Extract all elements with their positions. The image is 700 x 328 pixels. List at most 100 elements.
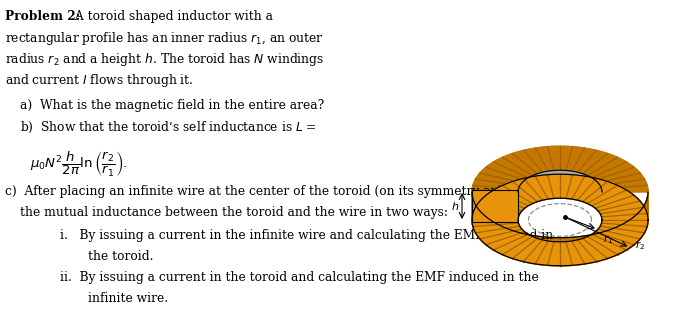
Polygon shape bbox=[494, 234, 528, 251]
Polygon shape bbox=[625, 222, 626, 251]
Polygon shape bbox=[503, 237, 533, 256]
Polygon shape bbox=[479, 202, 522, 212]
Polygon shape bbox=[593, 233, 630, 248]
Polygon shape bbox=[633, 217, 634, 246]
Polygon shape bbox=[550, 237, 551, 266]
Polygon shape bbox=[562, 242, 565, 266]
Polygon shape bbox=[607, 230, 608, 259]
Polygon shape bbox=[601, 225, 645, 232]
Polygon shape bbox=[564, 174, 570, 198]
Polygon shape bbox=[489, 233, 526, 248]
Polygon shape bbox=[505, 237, 535, 256]
Polygon shape bbox=[554, 238, 555, 266]
Polygon shape bbox=[579, 179, 601, 201]
Polygon shape bbox=[472, 220, 518, 221]
Polygon shape bbox=[527, 149, 545, 172]
Polygon shape bbox=[588, 158, 620, 176]
Polygon shape bbox=[589, 235, 591, 263]
Polygon shape bbox=[597, 171, 639, 182]
Polygon shape bbox=[552, 242, 556, 266]
Polygon shape bbox=[511, 230, 512, 258]
Polygon shape bbox=[565, 147, 572, 170]
Polygon shape bbox=[602, 221, 648, 222]
Polygon shape bbox=[478, 203, 521, 212]
Polygon shape bbox=[581, 180, 605, 201]
Polygon shape bbox=[601, 182, 646, 188]
Polygon shape bbox=[587, 185, 618, 204]
Polygon shape bbox=[600, 207, 645, 214]
Polygon shape bbox=[475, 225, 519, 232]
Polygon shape bbox=[602, 232, 603, 260]
Polygon shape bbox=[586, 237, 616, 256]
Polygon shape bbox=[477, 176, 521, 185]
Polygon shape bbox=[517, 232, 518, 260]
Polygon shape bbox=[542, 241, 552, 265]
Polygon shape bbox=[626, 221, 628, 250]
Polygon shape bbox=[484, 168, 524, 181]
Polygon shape bbox=[602, 222, 648, 226]
Polygon shape bbox=[512, 181, 538, 202]
Polygon shape bbox=[602, 191, 648, 192]
Polygon shape bbox=[566, 175, 573, 198]
Polygon shape bbox=[598, 201, 640, 211]
Polygon shape bbox=[566, 242, 573, 265]
Polygon shape bbox=[483, 231, 524, 243]
Polygon shape bbox=[623, 223, 624, 252]
Polygon shape bbox=[554, 242, 558, 266]
Polygon shape bbox=[601, 210, 646, 215]
Polygon shape bbox=[635, 215, 636, 244]
Polygon shape bbox=[474, 182, 519, 188]
Polygon shape bbox=[500, 225, 501, 254]
Text: $\mu_0 N^2 \dfrac{h}{2\pi} \ln \left(\dfrac{r_2}{r_1}\right).$: $\mu_0 N^2 \dfrac{h}{2\pi} \ln \left(\df… bbox=[30, 149, 127, 178]
Polygon shape bbox=[494, 222, 495, 251]
Polygon shape bbox=[559, 146, 560, 170]
Polygon shape bbox=[509, 154, 536, 174]
Polygon shape bbox=[533, 148, 547, 171]
Polygon shape bbox=[578, 151, 600, 173]
Polygon shape bbox=[572, 241, 587, 264]
Polygon shape bbox=[514, 153, 539, 173]
Polygon shape bbox=[576, 240, 595, 262]
Polygon shape bbox=[538, 241, 550, 264]
Polygon shape bbox=[601, 181, 646, 187]
Polygon shape bbox=[575, 149, 594, 172]
Text: b)  Show that the toroid’s self inductance is $L$ =: b) Show that the toroid’s self inductanc… bbox=[20, 120, 317, 135]
Polygon shape bbox=[506, 228, 507, 257]
Polygon shape bbox=[489, 233, 526, 247]
Polygon shape bbox=[601, 209, 645, 215]
Text: $h$: $h$ bbox=[451, 200, 459, 212]
Polygon shape bbox=[555, 238, 556, 266]
Polygon shape bbox=[598, 229, 640, 239]
Polygon shape bbox=[521, 151, 542, 173]
Polygon shape bbox=[597, 198, 638, 210]
Polygon shape bbox=[527, 240, 545, 263]
Polygon shape bbox=[519, 239, 540, 261]
Polygon shape bbox=[564, 174, 569, 198]
Polygon shape bbox=[570, 241, 583, 264]
Polygon shape bbox=[592, 162, 628, 178]
Polygon shape bbox=[592, 190, 628, 206]
Polygon shape bbox=[596, 167, 635, 180]
Polygon shape bbox=[481, 230, 522, 240]
Polygon shape bbox=[598, 228, 642, 237]
Polygon shape bbox=[476, 206, 520, 214]
Polygon shape bbox=[591, 189, 625, 205]
Polygon shape bbox=[598, 173, 640, 183]
Polygon shape bbox=[577, 240, 596, 262]
Polygon shape bbox=[546, 147, 554, 171]
Polygon shape bbox=[549, 147, 555, 170]
Polygon shape bbox=[557, 242, 559, 266]
Polygon shape bbox=[597, 230, 638, 242]
Polygon shape bbox=[500, 186, 532, 204]
Polygon shape bbox=[594, 194, 633, 208]
Polygon shape bbox=[479, 229, 522, 238]
Polygon shape bbox=[580, 236, 581, 265]
Polygon shape bbox=[589, 236, 622, 253]
Polygon shape bbox=[601, 183, 647, 188]
Polygon shape bbox=[578, 179, 600, 200]
Polygon shape bbox=[571, 241, 584, 264]
Polygon shape bbox=[476, 226, 520, 234]
Polygon shape bbox=[594, 193, 632, 207]
Polygon shape bbox=[582, 181, 608, 202]
Polygon shape bbox=[532, 236, 533, 264]
